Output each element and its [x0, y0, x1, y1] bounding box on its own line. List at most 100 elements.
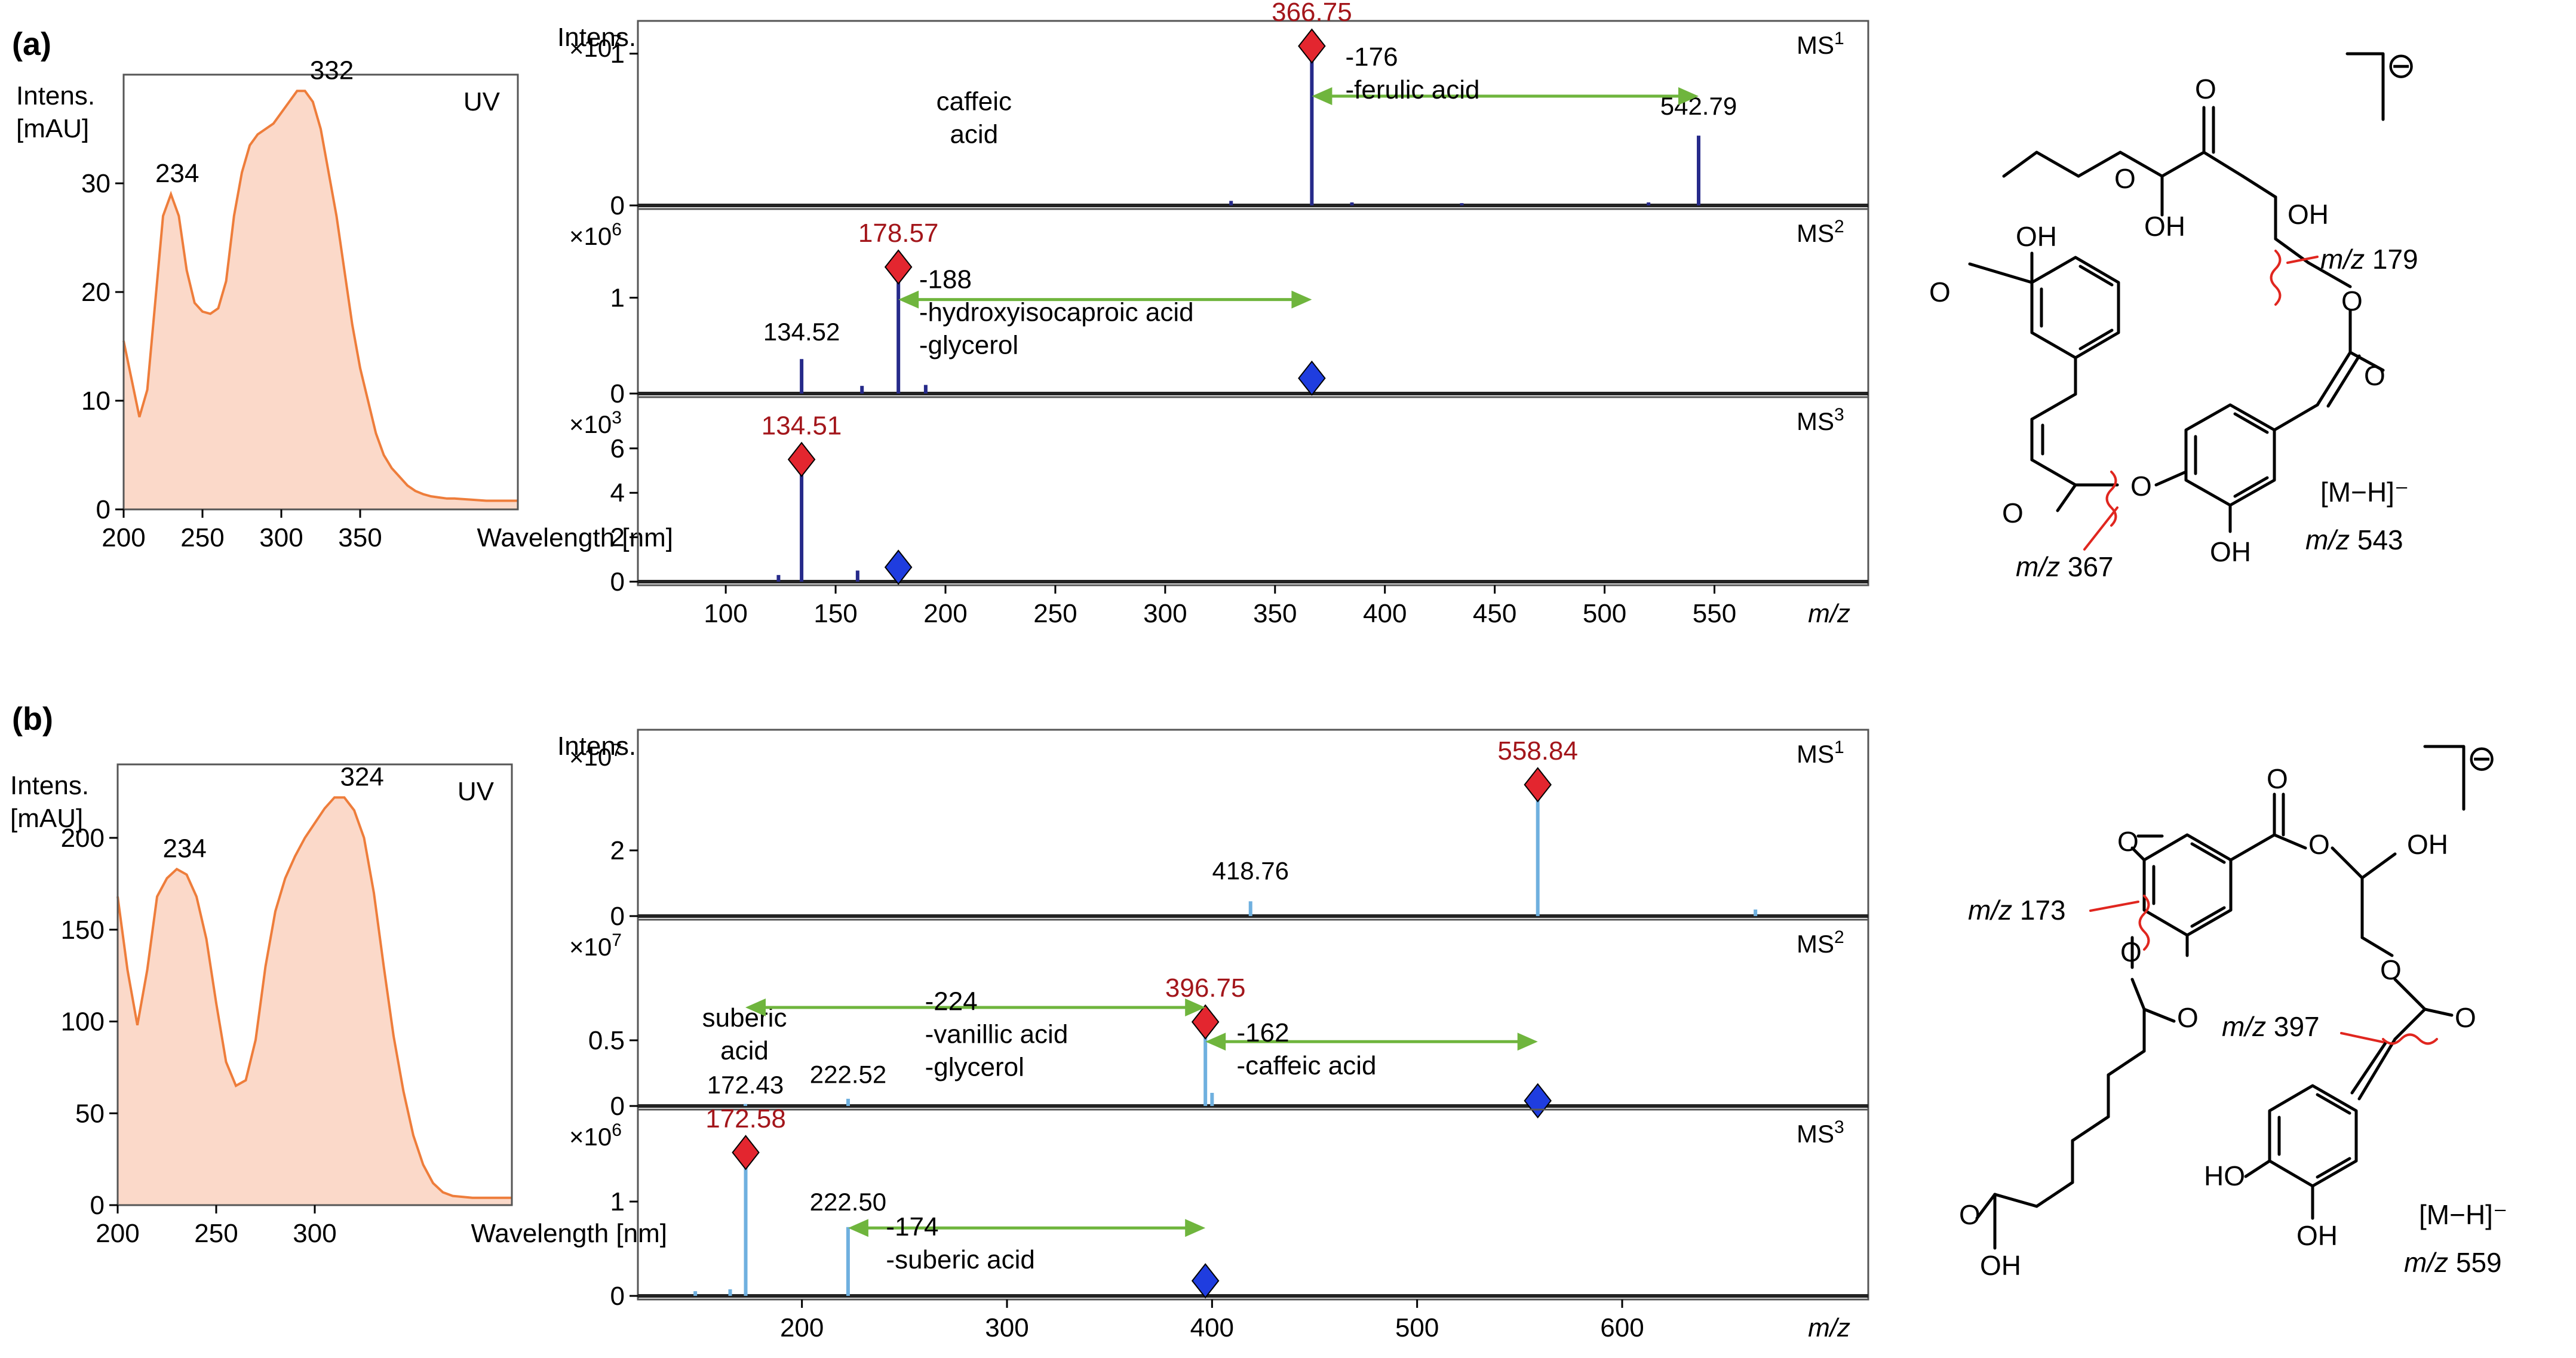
x-tick-label: 350	[1253, 599, 1297, 628]
scale-label: ×106	[569, 220, 622, 250]
atom-label: O	[1929, 276, 1951, 308]
selected-precursor-marker	[1524, 767, 1552, 803]
neutral-loss-arrow-head	[1185, 1219, 1206, 1237]
y-tick-label: 4	[610, 478, 625, 508]
scale-base: ×10	[569, 743, 612, 771]
bond	[2154, 470, 2188, 487]
y-tick-label: 6	[610, 434, 625, 463]
bond	[2030, 458, 2077, 487]
frag-wave	[2382, 1033, 2438, 1045]
scale-label: ×106	[569, 1120, 622, 1151]
precursor-label: 396.75	[1165, 973, 1246, 1003]
scale-exponent: 7	[612, 930, 622, 950]
precursor-label: 178.57	[858, 219, 939, 248]
scale-label: ×103	[569, 408, 622, 438]
ms-chart-a: 01×107 MS1366.75542.79caffeicacid-176-fer…	[557, 0, 1869, 628]
x-axis-label: Wavelength [nm]	[477, 523, 673, 552]
y-tick-label: 2	[610, 523, 625, 552]
neutral-loss-label: -vanillic acid	[925, 1019, 1069, 1049]
scale-exponent: 6	[612, 220, 622, 239]
uv-title: UV	[458, 777, 495, 806]
ms-title-text: MS	[1797, 219, 1834, 247]
neutral-loss-arrow-head	[1185, 998, 1206, 1016]
atom-label: OH	[2210, 536, 2251, 567]
bond	[2077, 150, 2122, 178]
x-tick-label: 250	[194, 1219, 238, 1248]
ion-label: [M−H]⁻	[2419, 1199, 2507, 1230]
y-tick-label: 30	[81, 169, 110, 198]
atom-label: O	[2117, 826, 2139, 857]
frag-line	[2089, 901, 2139, 912]
atom-label: O	[2114, 163, 2136, 194]
peak-label: 324	[340, 762, 383, 791]
peak-label: 332	[310, 56, 354, 85]
neutral-loss-label: -suberic acid	[886, 1245, 1034, 1274]
double-bond	[2350, 1040, 2388, 1095]
precursor-label: 172.58	[705, 1104, 786, 1133]
y-tick-label: 200	[61, 824, 105, 853]
frag-line	[2286, 256, 2319, 264]
double-bond	[2423, 1007, 2454, 1017]
neutral-loss-arrow-head	[745, 998, 766, 1016]
y-tick-label: 0	[610, 1282, 625, 1311]
bond	[2229, 833, 2276, 862]
ring-bond	[2030, 256, 2120, 360]
x-tick-label: 200	[102, 523, 145, 552]
parent-ion-marker	[884, 549, 913, 585]
neutral-loss-label: -hydroxyisocaproic acid	[919, 297, 1194, 327]
ion-mz: m/z 559	[2404, 1247, 2502, 1278]
x-tick-label: 600	[1600, 1313, 1644, 1342]
scale-label: ×107	[569, 930, 622, 961]
bond	[2307, 261, 2352, 288]
atom-label: OH	[2288, 199, 2329, 230]
peak-label: 222.50	[810, 1188, 886, 1216]
atom-label: OH	[2296, 1220, 2338, 1251]
ms-order-title: MS1	[1797, 738, 1844, 768]
scale-base: ×10	[569, 933, 612, 961]
atom-label: O	[2002, 497, 2024, 529]
parent-ion-marker	[1298, 360, 1326, 396]
scale-exponent: 7	[612, 32, 622, 51]
x-tick-label: 300	[1143, 599, 1187, 628]
precursor-label: 134.51	[762, 411, 842, 440]
x-tick-label: 550	[1693, 599, 1736, 628]
y-tick-label: 50	[75, 1099, 105, 1128]
frag-line	[2340, 1032, 2384, 1043]
frag-label-173: m/z 173	[1968, 895, 2066, 926]
y-tick-label: 0	[610, 902, 625, 931]
ms-title-text: MS	[1797, 740, 1834, 768]
neutral-loss-label: -glycerol	[919, 330, 1018, 360]
x-tick-label: 400	[1190, 1313, 1234, 1342]
bond	[2316, 351, 2352, 407]
parent-ion-marker	[1524, 1083, 1552, 1119]
uv-title: UV	[463, 87, 501, 116]
x-tick-label: 200	[96, 1219, 139, 1248]
selected-precursor-marker	[1191, 1004, 1220, 1040]
scale-label: ×107	[569, 32, 622, 62]
x-axis-label: Wavelength [nm]	[471, 1219, 667, 1248]
intens-label: Intens.	[557, 732, 636, 761]
frag-wave	[2270, 250, 2282, 306]
double-bond	[2348, 351, 2385, 372]
bond	[2130, 846, 2146, 862]
scale-base: ×10	[569, 34, 612, 62]
scale-base: ×10	[569, 410, 612, 438]
x-tick-label: 400	[1363, 599, 1407, 628]
bond	[2331, 846, 2364, 880]
frag-line	[2083, 506, 2118, 551]
peak-label: 134.52	[763, 318, 840, 346]
ms-subplot-frame	[637, 729, 1869, 921]
ms-order-number: 2	[1834, 217, 1844, 236]
ms-title-text: MS	[1797, 1120, 1834, 1148]
bond	[2360, 852, 2397, 880]
double-bond	[1975, 1193, 1997, 1220]
double-bond	[2190, 842, 2226, 864]
neutral-loss-label: -188	[919, 265, 972, 294]
scale-exponent: 3	[612, 408, 622, 428]
atom-label: O	[2341, 285, 2363, 317]
scale-base: ×10	[569, 222, 612, 250]
uv-chart-b: 200 250 300050100150200UVIntens.[mAU]Wavel…	[10, 762, 667, 1248]
bond	[2035, 1181, 2074, 1208]
scale-exponent: 7	[612, 741, 622, 760]
